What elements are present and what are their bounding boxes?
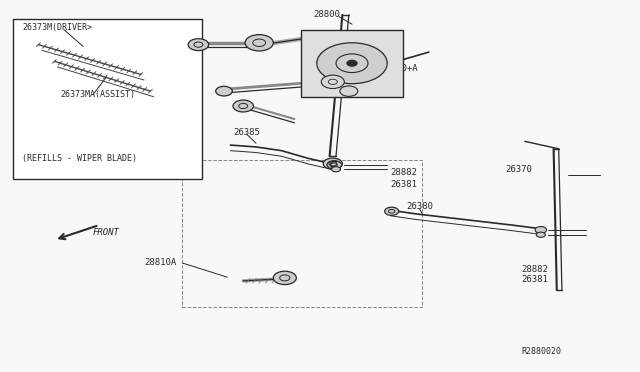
- Text: 26381: 26381: [390, 180, 417, 189]
- Text: 28882: 28882: [522, 265, 548, 274]
- Text: 26373MA(ASSIST): 26373MA(ASSIST): [61, 90, 136, 99]
- Text: (REFILLS - WIPER BLADE): (REFILLS - WIPER BLADE): [22, 154, 138, 163]
- Text: R2880020: R2880020: [522, 347, 562, 356]
- Circle shape: [327, 161, 341, 169]
- Circle shape: [273, 271, 296, 285]
- Circle shape: [233, 100, 253, 112]
- Circle shape: [245, 35, 273, 51]
- Bar: [301, 30, 403, 97]
- Circle shape: [188, 39, 209, 51]
- Text: 26380: 26380: [406, 202, 433, 211]
- Circle shape: [323, 158, 342, 169]
- Text: 26370: 26370: [506, 165, 532, 174]
- Text: 26370+A: 26370+A: [381, 64, 419, 73]
- Circle shape: [385, 207, 399, 215]
- Circle shape: [332, 167, 340, 172]
- Circle shape: [347, 60, 357, 66]
- Circle shape: [321, 75, 344, 89]
- Text: 28800: 28800: [314, 10, 340, 19]
- Circle shape: [535, 227, 547, 233]
- Circle shape: [340, 86, 358, 96]
- Bar: [13, 19, 202, 179]
- Circle shape: [330, 161, 342, 168]
- Circle shape: [317, 43, 387, 84]
- Text: 26385: 26385: [234, 128, 260, 137]
- Circle shape: [536, 232, 545, 237]
- Text: 28810A: 28810A: [144, 258, 176, 267]
- Text: 26381: 26381: [522, 275, 548, 284]
- Text: 28882: 28882: [390, 169, 417, 177]
- Circle shape: [216, 86, 232, 96]
- Bar: [182, 160, 422, 307]
- Text: FRONT: FRONT: [93, 228, 120, 237]
- Text: 26373M(DRIVER>: 26373M(DRIVER>: [22, 23, 92, 32]
